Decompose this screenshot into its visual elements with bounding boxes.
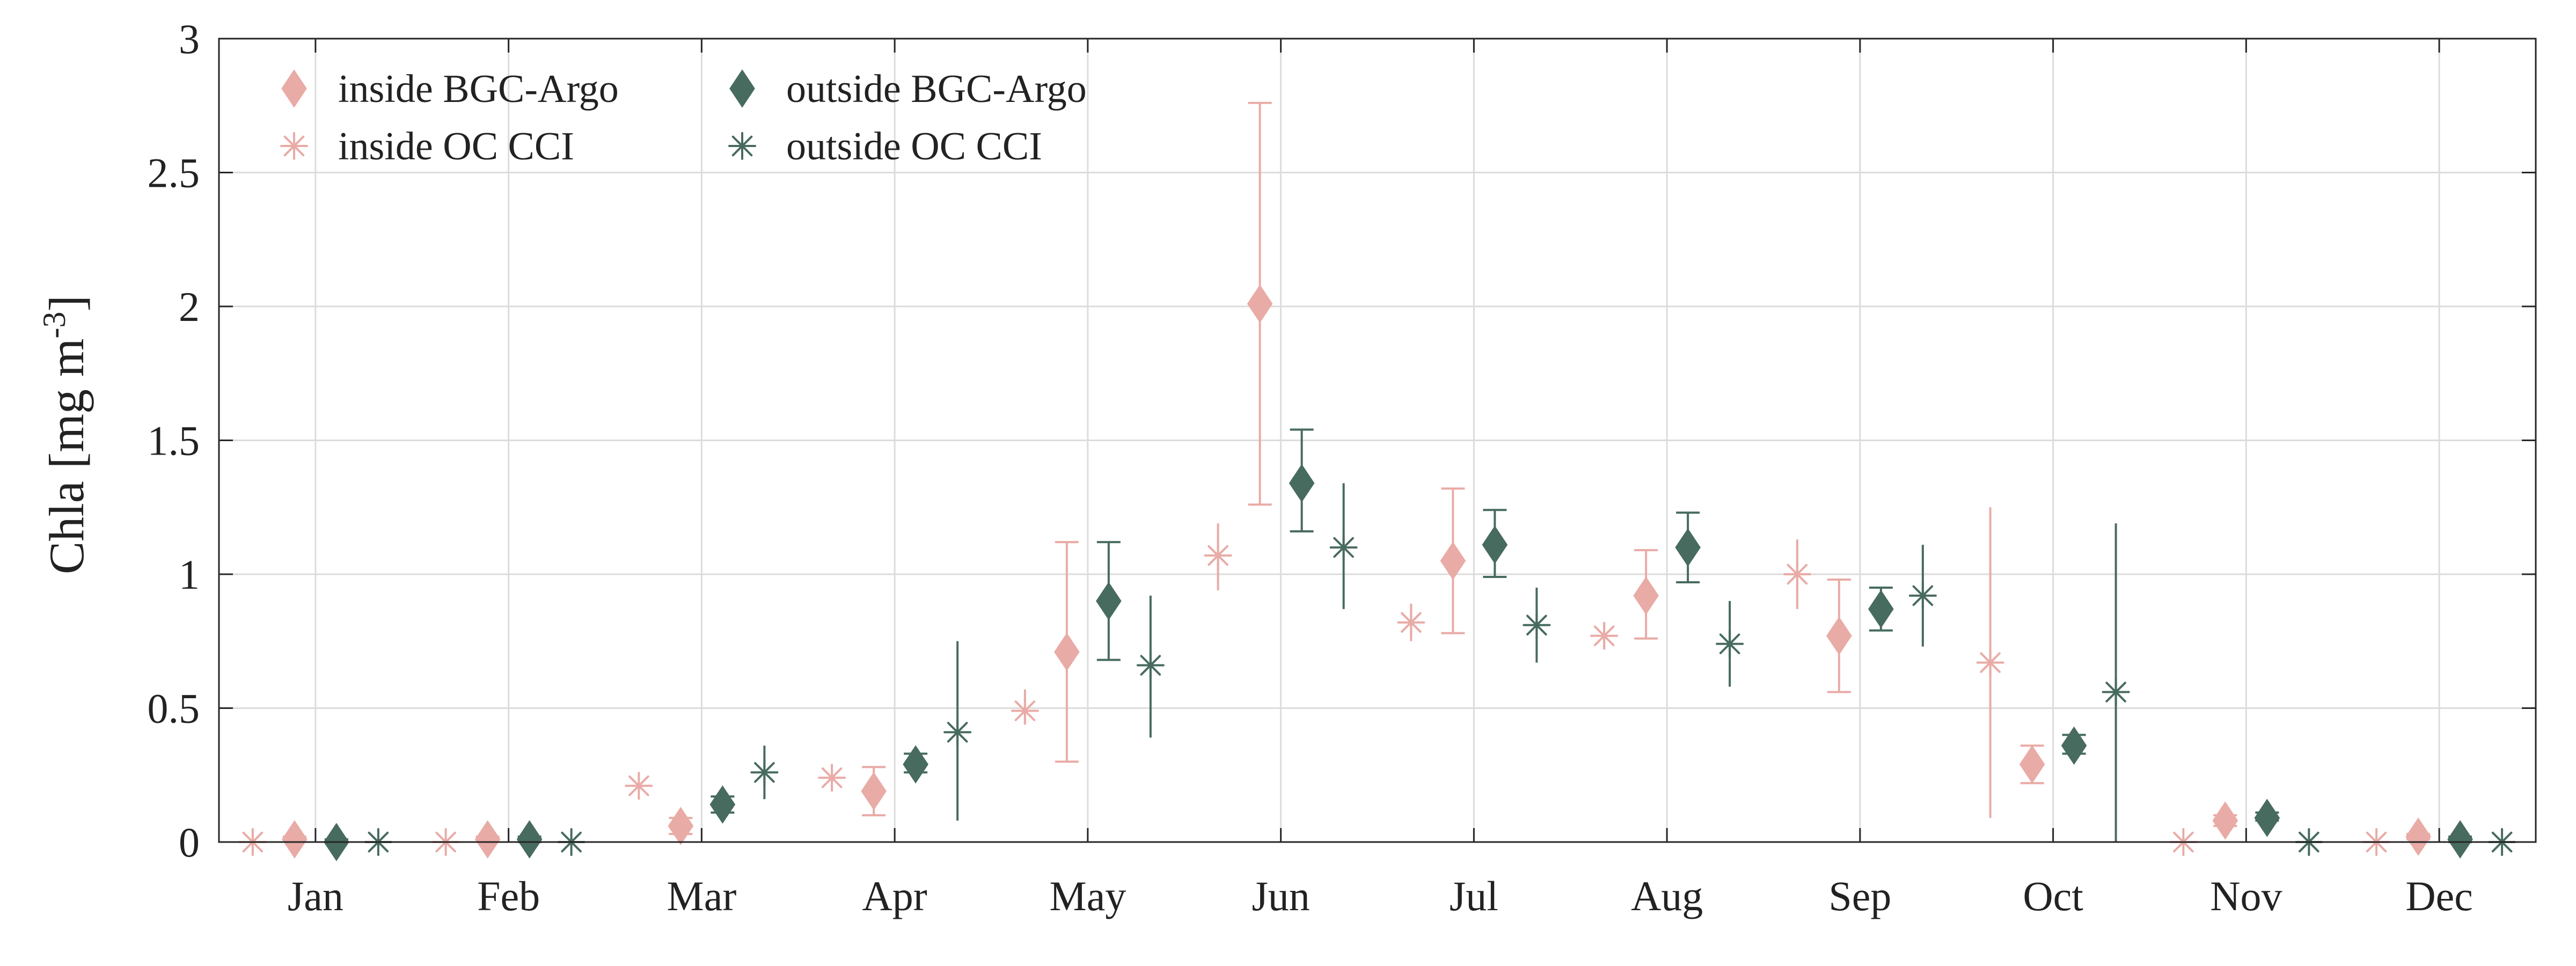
data-point-asterisk [1204,541,1232,570]
data-point-asterisk [1136,651,1165,679]
x-tick-label: May [1049,873,1126,919]
data-point-asterisk [1011,697,1039,725]
x-tick-label: Jan [288,873,343,919]
grid-lines [219,39,2536,842]
legend-marker-asterisk [280,132,308,160]
data-point-diamond [2019,745,2045,784]
y-tick-labels: 0 0.5 1 1.5 2 2.5 3 [148,16,200,866]
x-tick-label: Feb [477,873,540,919]
data-point-diamond [2405,817,2431,856]
data-point-diamond [1868,590,1894,628]
x-tick-label: Jun [1252,873,1309,919]
y-axis-label-main: Chla [mg m [39,339,94,575]
data-point-diamond [282,820,308,859]
x-tick-label: Mar [667,873,736,919]
data-markers [238,284,2516,861]
x-tick-labels: Jan Feb Mar Apr May Jun Jul Aug Sep Oct Nov Dec [288,873,2473,919]
data-point-asterisk [1590,621,1619,650]
y-tick-label: 0 [179,819,200,866]
data-point-diamond [1247,284,1273,323]
y-axis-label: Chla [mg m-3] [36,295,94,574]
data-point-diamond [668,807,694,845]
data-point-asterisk [943,718,972,747]
x-tick-label: Oct [2023,873,2083,919]
data-point-diamond [2212,801,2238,840]
data-point-diamond [1826,617,1852,655]
data-point-diamond [2061,726,2087,765]
data-point-diamond [1289,464,1315,503]
x-tick-label: Aug [1631,873,1703,919]
data-point-asterisk [1908,581,1937,610]
data-point-asterisk [750,758,779,787]
legend-entry-label: outside BGC-Argo [786,67,1087,111]
data-point-asterisk [1397,608,1425,636]
x-tick-label: Jul [1450,873,1498,919]
data-point-asterisk [1716,630,1744,658]
data-point-diamond [1440,541,1466,580]
data-point-diamond [1675,528,1701,567]
y-tick-label: 1 [179,551,200,598]
y-tick-label: 1.5 [148,418,200,464]
x-tick-label: Apr [862,873,927,919]
y-tick-label: 2 [179,283,200,330]
data-point-asterisk [625,772,653,800]
data-point-diamond [1096,582,1122,620]
data-point-asterisk [818,764,846,792]
data-point-diamond [1482,525,1508,564]
legend: inside BGC-Argo inside OC CCI outside BGC-… [280,67,1087,169]
x-tick-label: Dec [2405,873,2473,919]
legend-entry-label: inside BGC-Argo [338,67,619,111]
data-point-diamond [516,820,543,859]
data-point-diamond [1054,633,1080,671]
y-tick-label: 2.5 [148,150,200,196]
y-axis-label-superscript: -3 [36,312,72,339]
data-point-diamond [474,820,501,859]
axis-ticks [219,38,2536,843]
x-tick-label: Nov [2210,873,2282,919]
legend-marker-diamond [281,69,307,108]
legend-entry-label: inside OC CCI [338,125,574,169]
y-tick-label: 0.5 [148,685,200,732]
data-point-asterisk [2102,678,2130,706]
legend-marker-diamond [729,69,755,108]
data-point-asterisk [1976,648,2004,677]
data-point-diamond [861,772,887,810]
y-axis-label-close: ] [39,295,94,312]
x-tick-label: Sep [1828,873,1891,919]
data-point-diamond [2254,799,2280,837]
data-point-diamond [709,785,736,824]
data-point-diamond [2447,820,2473,859]
data-point-asterisk [1523,611,1551,639]
legend-entry-label: outside OC CCI [786,125,1042,169]
legend-marker-asterisk [728,132,756,160]
y-tick-label: 3 [179,16,200,62]
data-point-asterisk [1783,560,1811,588]
data-point-diamond [903,745,928,784]
data-point-diamond [1633,576,1659,615]
data-point-asterisk [1329,533,1358,562]
